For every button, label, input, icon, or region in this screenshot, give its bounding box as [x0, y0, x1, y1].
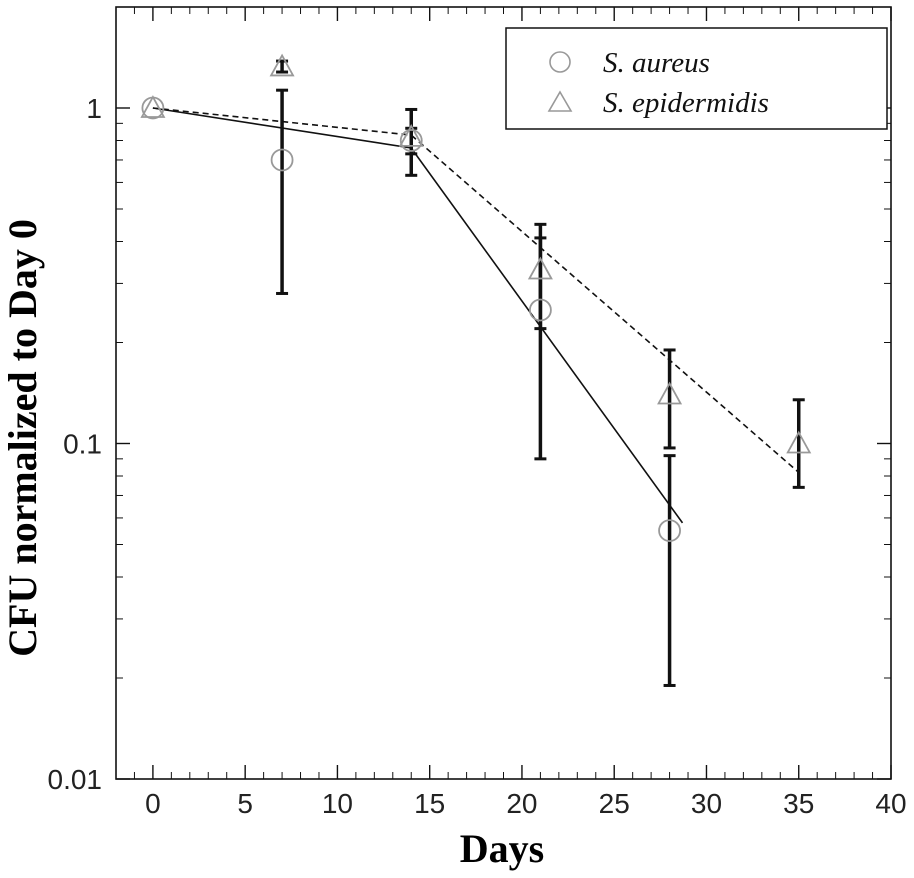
marker-triangle: [657, 381, 683, 405]
y-axis-title: CFU normalized to Day 0: [0, 219, 45, 657]
marker-triangle: [140, 95, 166, 118]
marker-circle: [529, 298, 552, 322]
fit-line-series-1: [152, 107, 800, 474]
x-tick-label: 25: [599, 788, 630, 819]
marker-circle: [658, 519, 681, 543]
x-axis-title: Days: [460, 826, 544, 871]
y-tick-label: 0.1: [63, 428, 102, 459]
error-bars: [276, 59, 805, 687]
legend-circle-icon: [549, 51, 571, 73]
axes-layer: 0 5 10 15 20 25 30 35 40 0.01 0.1 1: [48, 6, 907, 819]
data-markers: [140, 53, 812, 543]
legend-box: [505, 27, 888, 130]
fit-line-series-0: [152, 107, 684, 524]
x-tick-label: 15: [414, 788, 445, 819]
marker-circle: [399, 129, 423, 152]
legend-label-s-epidermidis: S. epidermidis: [603, 87, 769, 119]
x-tick-label: 0: [145, 788, 161, 819]
x-tick-label: 10: [322, 788, 353, 819]
y-tick-label: 0.01: [48, 764, 103, 795]
fit-lines: [152, 107, 800, 524]
x-tick-label: 35: [783, 788, 814, 819]
legend-label-s-aureus: S. aureus: [603, 47, 710, 79]
marker-triangle: [786, 430, 812, 454]
legend: S. aureus S. epidermidis: [505, 27, 888, 130]
marker-triangle: [398, 124, 424, 147]
marker-triangle: [269, 53, 295, 77]
marker-triangle: [527, 256, 553, 280]
x-tick-label: 5: [237, 788, 253, 819]
marker-circle: [270, 148, 294, 172]
y-tick-label: 1: [86, 93, 102, 124]
x-tick-label: 20: [506, 788, 537, 819]
x-tick-label: 40: [875, 788, 906, 819]
legend-triangle-icon: [547, 90, 573, 112]
x-tick-label: 30: [691, 788, 722, 819]
